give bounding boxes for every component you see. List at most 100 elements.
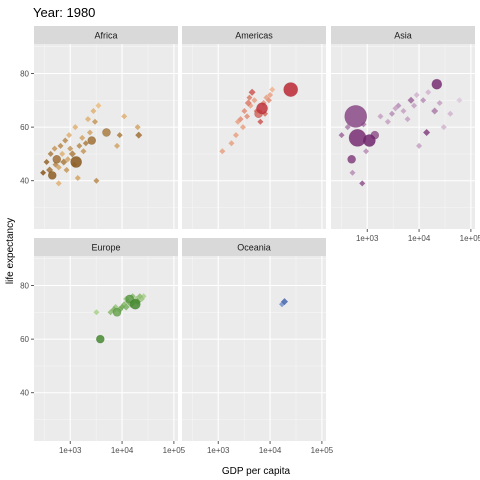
data-point xyxy=(102,128,111,137)
facet-asia: Asia 1e+03 1e+04 1e+05 xyxy=(331,26,480,243)
data-point xyxy=(267,91,274,98)
data-point xyxy=(119,303,126,310)
data-point xyxy=(70,156,82,168)
data-point xyxy=(363,148,370,155)
data-point xyxy=(43,158,50,165)
data-point xyxy=(136,293,143,300)
x-axis-title: GDP per capita xyxy=(222,466,291,477)
data-point xyxy=(436,99,443,106)
data-point xyxy=(68,150,76,158)
x-tick-label: 1e+04 xyxy=(259,446,282,455)
y-tick-label: 60 xyxy=(20,123,29,132)
data-point xyxy=(338,132,345,139)
data-point xyxy=(400,108,407,115)
panel-background xyxy=(182,44,326,229)
data-point xyxy=(40,169,47,176)
x-tick-label: 1e+05 xyxy=(460,234,480,243)
chart-title: Year: 1980 xyxy=(33,5,95,20)
data-point xyxy=(95,102,102,109)
y-tick-label: 60 xyxy=(20,335,29,344)
data-point xyxy=(431,78,443,90)
data-point xyxy=(121,113,128,120)
data-point xyxy=(93,177,100,184)
data-point xyxy=(251,97,258,104)
y-tick-label: 40 xyxy=(20,177,29,186)
y-axis-title: life expectancy xyxy=(5,218,16,284)
data-point xyxy=(348,129,367,147)
data-point xyxy=(47,150,54,157)
facet-strip-label: Asia xyxy=(394,31,412,41)
data-point xyxy=(62,137,69,144)
data-point xyxy=(359,180,366,187)
facet-strip xyxy=(34,238,178,256)
data-point xyxy=(79,134,86,141)
data-point xyxy=(67,145,74,152)
data-point xyxy=(244,113,251,120)
data-point xyxy=(447,110,454,117)
data-point xyxy=(116,132,123,139)
data-point xyxy=(55,180,62,187)
y-tick-label: 80 xyxy=(20,69,29,78)
data-point xyxy=(411,102,418,109)
x-tick-label: 1e+03 xyxy=(356,234,379,243)
x-tick-label: 1e+05 xyxy=(163,446,186,455)
data-point xyxy=(425,89,432,96)
data-point xyxy=(86,129,93,136)
data-point xyxy=(395,102,402,109)
data-point xyxy=(283,82,298,97)
facet-oceania: Oceania 1e+03 1e+04 1e+05 xyxy=(182,238,334,455)
data-point xyxy=(74,175,81,182)
data-point xyxy=(384,118,391,125)
facet-panels: Africa 40 60 80 Americas Asia 1e+03 1e+04 1e+05 E… xyxy=(20,26,480,455)
panel-background xyxy=(34,44,178,229)
data-point xyxy=(237,116,244,123)
panel-background xyxy=(34,256,178,441)
y-tick-label: 40 xyxy=(20,389,29,398)
data-point xyxy=(456,97,463,104)
data-point xyxy=(232,132,239,139)
data-point xyxy=(423,128,431,136)
facet-strip-label: Americas xyxy=(235,31,273,41)
x-tick-label: 1e+05 xyxy=(311,446,334,455)
data-point xyxy=(344,124,351,131)
data-point xyxy=(84,116,91,123)
data-point xyxy=(80,148,87,155)
data-point xyxy=(90,108,97,115)
facet-strip xyxy=(34,26,178,44)
data-point xyxy=(114,142,121,149)
data-point xyxy=(52,154,62,164)
data-point xyxy=(265,97,272,104)
data-point xyxy=(66,132,73,139)
data-point xyxy=(93,309,100,316)
data-point xyxy=(57,142,64,149)
data-point xyxy=(440,124,447,131)
data-point xyxy=(241,108,248,115)
data-point xyxy=(404,116,411,123)
data-point xyxy=(388,110,395,117)
data-point xyxy=(135,131,143,139)
data-point xyxy=(47,171,57,180)
facet-africa: Africa 40 60 80 xyxy=(20,26,178,229)
x-tick-label: 1e+03 xyxy=(59,446,82,455)
data-point xyxy=(60,158,68,166)
data-point xyxy=(269,86,276,93)
facet-strip xyxy=(182,238,326,256)
facet-strip-label: Africa xyxy=(94,31,117,41)
data-point xyxy=(63,167,70,174)
facet-strip-label: Europe xyxy=(91,243,120,253)
data-point xyxy=(363,134,376,147)
data-point xyxy=(219,148,226,155)
data-point xyxy=(122,303,130,311)
data-point xyxy=(129,298,141,310)
data-point xyxy=(248,88,256,96)
data-point xyxy=(76,142,83,149)
data-point xyxy=(82,140,89,147)
data-point xyxy=(349,169,356,176)
data-point xyxy=(112,308,122,317)
data-point xyxy=(281,298,289,306)
data-point xyxy=(257,118,264,125)
facet-strip xyxy=(182,26,326,44)
data-point xyxy=(420,97,427,104)
data-point xyxy=(377,113,384,120)
